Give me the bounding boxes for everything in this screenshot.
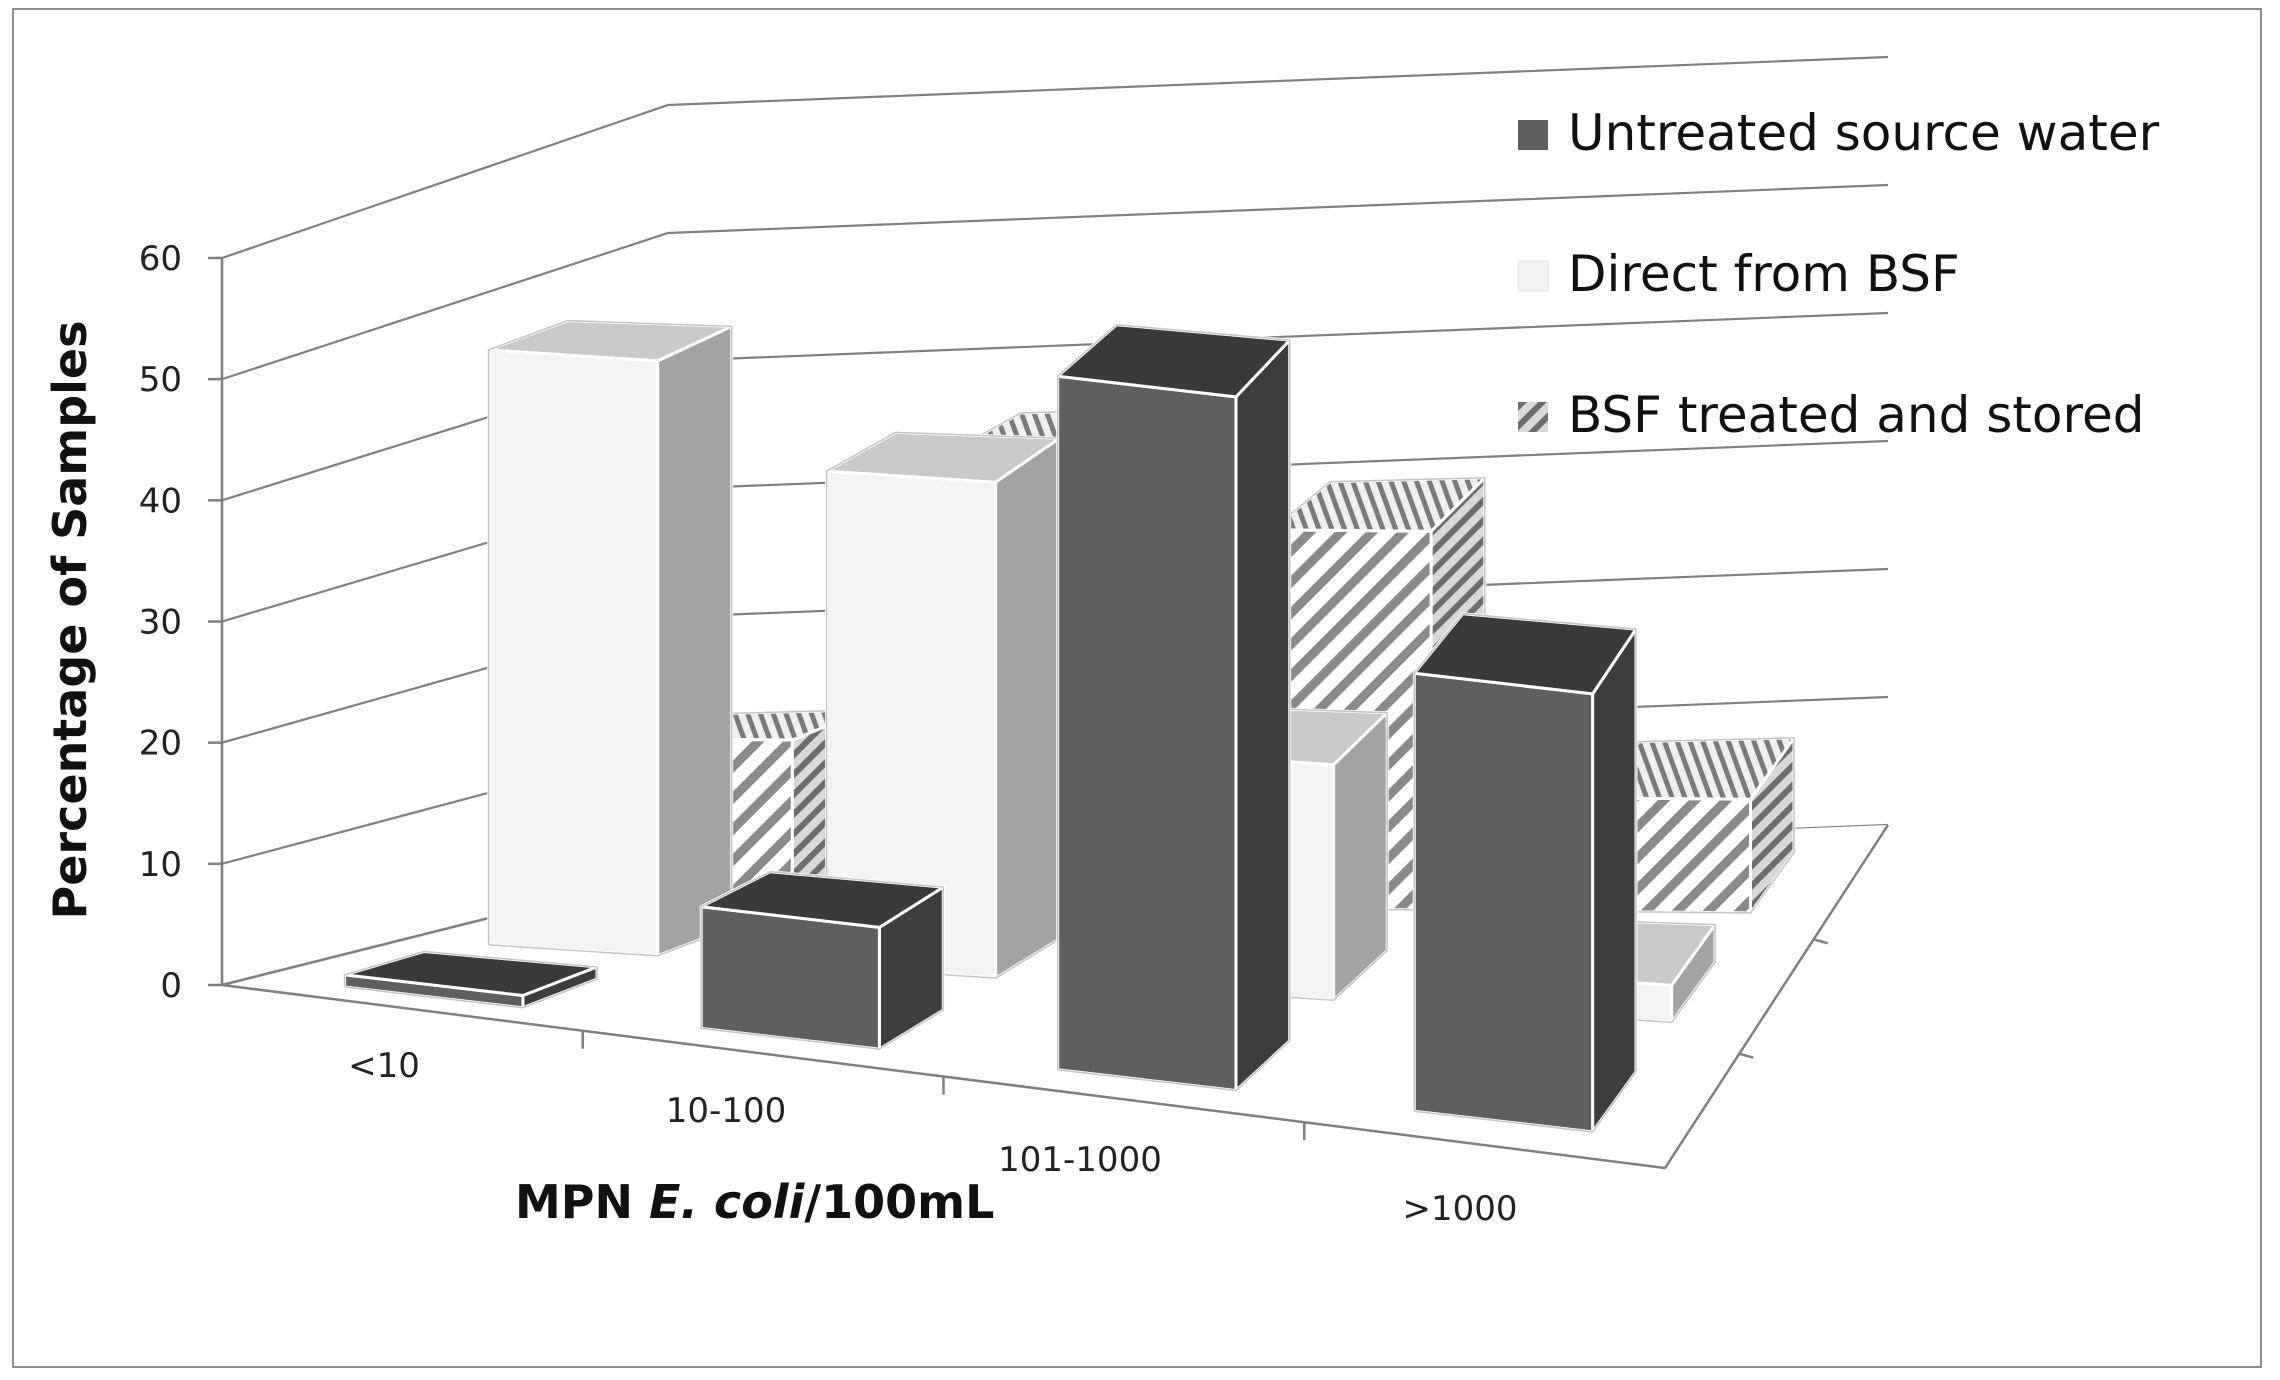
y-tick-labels: 0 10 20 30 40 50 60 xyxy=(139,239,182,1006)
bar-1-3 xyxy=(1056,323,1292,1092)
y-tick-10: 10 xyxy=(139,845,182,885)
y-tick-40: 40 xyxy=(139,481,182,521)
legend-swatch-1 xyxy=(1518,120,1548,150)
x-tick-1: <10 xyxy=(348,1046,420,1086)
x-axis-title-part-3: /100mL xyxy=(804,1175,994,1229)
y-tick-20: 20 xyxy=(139,724,182,764)
legend-label-2: Direct from BSF xyxy=(1568,245,1960,303)
x-axis-title: MPN E. coli/100mL xyxy=(515,1175,994,1229)
bar-1-4 xyxy=(1412,612,1638,1134)
bar-1-2 xyxy=(699,870,945,1051)
legend-item-3: BSF treated and stored xyxy=(1518,386,2144,444)
bar-2-2 xyxy=(825,430,1061,980)
legend-label-3: BSF treated and stored xyxy=(1568,386,2144,444)
y-tick-60: 60 xyxy=(139,239,182,279)
x-tick-4: >1000 xyxy=(1402,1189,1517,1229)
y-tick-50: 50 xyxy=(139,360,182,400)
y-axis-title: Percentage of Samples xyxy=(43,321,97,920)
gridline-50 xyxy=(221,183,1889,381)
legend-item-1: Untreated source water xyxy=(1518,104,2160,162)
y-tick-0: 0 xyxy=(160,966,182,1006)
x-tick-2: 10-100 xyxy=(666,1091,786,1131)
x-axis-title-part-1: MPN xyxy=(515,1175,649,1229)
x-tick-labels: <10 10-100 101-1000 >1000 xyxy=(348,1046,1517,1229)
x-axis-title-part-2: E. coli xyxy=(649,1175,806,1229)
legend-swatch-3 xyxy=(1518,402,1548,432)
y-tick-30: 30 xyxy=(139,603,182,643)
x-tick-3: 101-1000 xyxy=(998,1140,1162,1180)
bar-2-1 xyxy=(487,319,734,958)
legend-label-1: Untreated source water xyxy=(1568,104,2160,162)
gridline-60 xyxy=(221,55,1889,260)
legend: Untreated source water Direct from BSF BSF… xyxy=(1517,104,2160,444)
legend-item-2: Direct from BSF xyxy=(1517,245,1960,303)
legend-swatch-2 xyxy=(1517,260,1549,292)
bars xyxy=(343,319,1796,1134)
bar-1-1 xyxy=(343,950,599,1010)
